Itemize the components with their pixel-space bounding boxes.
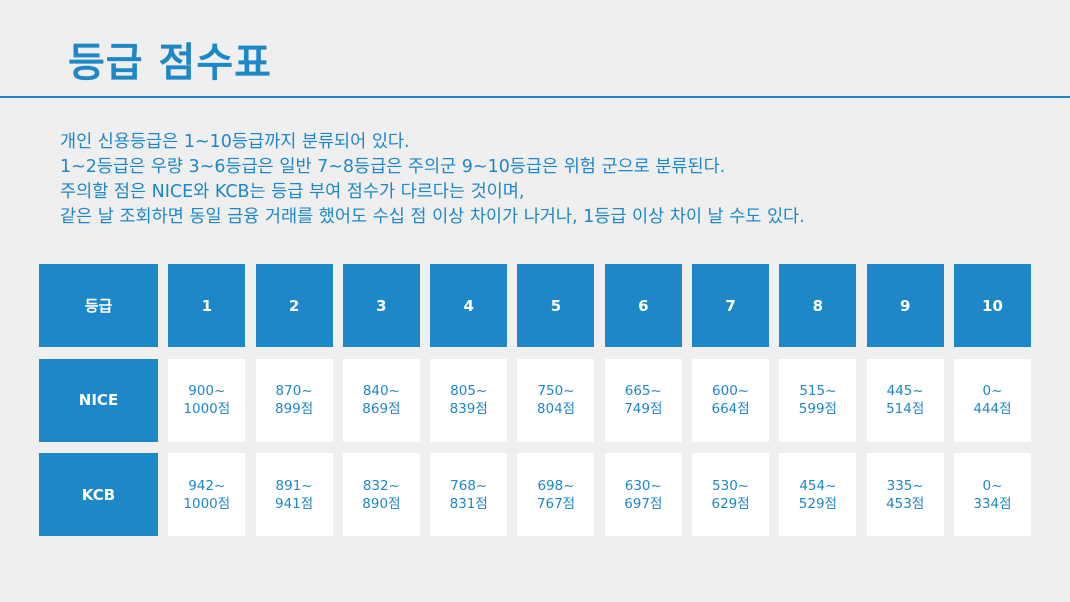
score-range-min: 515~ — [799, 383, 837, 399]
score-range-min: 0~ — [982, 383, 1003, 399]
score-range-min: 335~ — [886, 477, 924, 494]
score-range-max: 514점 — [886, 401, 925, 417]
score-range-max: 453점 — [886, 495, 925, 512]
score-range-max: 941점 — [275, 495, 314, 512]
score-range-cell: 840~ 869점 — [342, 358, 420, 442]
description-line: 개인 신용등급은 1~10등급까지 분류되어 있다. — [60, 132, 410, 152]
score-range-cell: 445~ 514점 — [866, 358, 944, 442]
grade-header: 2 — [255, 264, 333, 347]
score-range-min: 530~ — [712, 477, 750, 494]
score-range-max: 629점 — [711, 495, 750, 512]
description-line: 주의할 점은 NICE와 KCB는 등급 부여 점수가 다르다는 것이며, — [60, 182, 525, 202]
score-range-max: 831점 — [449, 495, 488, 512]
score-range-cell: 750~ 804점 — [517, 358, 595, 442]
score-range-max: 899점 — [275, 401, 314, 417]
score-range-max: 839점 — [449, 401, 488, 417]
grade-header: 8 — [779, 264, 857, 347]
score-range-cell: 0~ 334점 — [953, 453, 1031, 536]
score-range-min: 630~ — [624, 477, 662, 494]
score-range-cell: 805~ 839점 — [430, 358, 508, 442]
score-range-cell: 900~ 1000점 — [168, 358, 246, 442]
score-range-cell: 335~ 453점 — [866, 453, 944, 536]
description-line: 같은 날 조회하면 동일 금융 거래를 했어도 수십 점 이상 차이가 나거나,… — [60, 207, 805, 227]
score-range-max: 869점 — [362, 401, 401, 417]
description-line: 1~2등급은 우량 3~6등급은 일반 7~8등급은 주의군 9~10등급은 위… — [60, 157, 726, 177]
description: 개인 신용등급은 1~10등급까지 분류되어 있다. 1~2등급은 우량 3~6… — [60, 130, 805, 230]
grade-header: 3 — [342, 264, 420, 347]
score-range-max: 664점 — [711, 401, 750, 417]
grade-header: 10 — [953, 264, 1031, 347]
grade-header: 4 — [430, 264, 508, 347]
score-range-cell: 832~ 890점 — [342, 453, 420, 536]
score-range-max: 767점 — [536, 495, 576, 512]
score-range-cell: 600~ 664점 — [692, 358, 770, 442]
score-range-max: 599점 — [798, 401, 837, 417]
score-range-cell: 630~ 697점 — [604, 453, 682, 536]
score-range-cell: 515~ 599점 — [779, 358, 857, 442]
score-range-max: 749점 — [624, 401, 663, 417]
score-range-max: 444점 — [973, 401, 1012, 417]
score-range-cell: 530~ 629점 — [692, 453, 770, 536]
score-range-min: 805~ — [450, 383, 488, 399]
score-range-cell: 891~ 941점 — [255, 453, 333, 536]
agency-row-header: NICE — [39, 358, 158, 442]
score-range-min: 445~ — [886, 383, 924, 399]
score-range-cell: 454~ 529점 — [779, 453, 857, 536]
score-range-min: 0~ — [982, 477, 1003, 494]
score-range-cell: 768~ 831점 — [430, 453, 508, 536]
score-range-min: 768~ — [450, 477, 488, 494]
grade-header: 9 — [866, 264, 944, 347]
score-range-max: 890점 — [362, 495, 401, 512]
score-range-min: 942~ — [188, 477, 226, 494]
score-range-cell: 0~ 444점 — [953, 358, 1031, 442]
score-range-cell: 870~ 899점 — [255, 358, 333, 442]
score-range-min: 665~ — [624, 383, 662, 399]
score-range-max: 529점 — [798, 495, 837, 512]
score-range-min: 600~ — [712, 383, 750, 399]
score-range-max: 697점 — [624, 495, 663, 512]
grade-header: 1 — [168, 264, 246, 347]
score-range-min: 840~ — [362, 383, 400, 399]
table-corner-header: 등급 — [39, 264, 158, 347]
title-divider — [0, 96, 1070, 98]
score-range-min: 891~ — [275, 477, 313, 494]
score-range-cell: 698~ 767점 — [517, 453, 595, 536]
score-range-min: 698~ — [537, 477, 575, 494]
score-range-cell: 665~ 749점 — [604, 358, 682, 442]
score-range-min: 454~ — [799, 477, 837, 494]
grade-score-table: 등급 1 2 3 4 5 6 7 8 9 10 NICE 900~ 1000점 870~ 899점 840~ 8… — [39, 264, 1031, 536]
score-range-min: 870~ — [275, 383, 313, 399]
score-range-min: 750~ — [537, 383, 575, 399]
grade-header: 7 — [692, 264, 770, 347]
page-title: 등급 점수표 — [68, 40, 272, 86]
grade-header: 5 — [517, 264, 595, 347]
score-range-max: 1000점 — [183, 401, 231, 417]
score-range-max: 804점 — [536, 401, 576, 417]
score-range-min: 832~ — [362, 477, 400, 494]
grade-header: 6 — [604, 264, 682, 347]
score-range-max: 334점 — [973, 495, 1012, 512]
score-range-cell: 942~ 1000점 — [168, 453, 246, 536]
agency-row-header: KCB — [39, 453, 158, 536]
score-range-max: 1000점 — [183, 495, 231, 512]
score-range-min: 900~ — [188, 383, 226, 399]
